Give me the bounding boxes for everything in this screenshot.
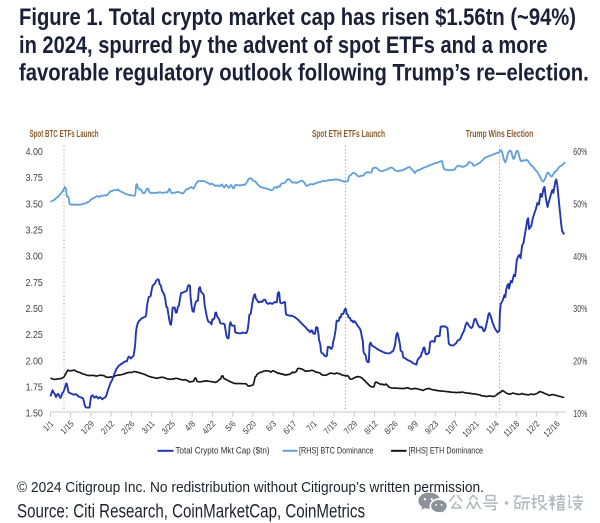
svg-text:2.50: 2.50	[26, 303, 43, 315]
svg-text:3.75: 3.75	[26, 172, 43, 184]
svg-text:5/20: 5/20	[241, 419, 258, 436]
svg-text:12/2: 12/2	[524, 419, 541, 436]
svg-text:10/7: 10/7	[443, 419, 460, 436]
svg-text:3.25: 3.25	[26, 225, 43, 237]
svg-text:7/15: 7/15	[322, 419, 339, 436]
svg-text:[RHS] ETH Dominance: [RHS] ETH Dominance	[409, 446, 484, 456]
svg-text:11/18: 11/18	[502, 419, 522, 439]
svg-text:Figure 1. Total crypto market: Figure 1. Total crypto market cap has ri…	[19, 4, 576, 31]
svg-text:2.75: 2.75	[26, 277, 43, 289]
svg-text:8/12: 8/12	[362, 419, 379, 436]
svg-text:in 2024, spurred by the advent: in 2024, spurred by the advent of spot E…	[19, 32, 548, 59]
svg-text:11/4: 11/4	[484, 419, 501, 436]
svg-text:30%: 30%	[573, 303, 587, 315]
svg-text:[RHS] BTC Dominance: [RHS] BTC Dominance	[299, 446, 374, 456]
svg-text:2.00: 2.00	[26, 355, 43, 367]
svg-text:9/9: 9/9	[406, 419, 421, 434]
svg-text:7/1: 7/1	[305, 419, 320, 434]
svg-text:3.50: 3.50	[26, 198, 43, 210]
svg-text:7/29: 7/29	[342, 419, 359, 436]
svg-text:8/26: 8/26	[383, 419, 400, 436]
svg-text:1/29: 1/29	[79, 419, 96, 436]
svg-text:2/12: 2/12	[99, 419, 116, 436]
svg-text:6/3: 6/3	[264, 419, 279, 434]
svg-text:9/23: 9/23	[423, 419, 440, 436]
svg-text:favorable regulatory outlook f: favorable regulatory outlook following T…	[19, 60, 589, 87]
svg-text:© 2024 Citigroup Inc. No redis: © 2024 Citigroup Inc. No redistribution …	[17, 480, 484, 496]
svg-text:60%: 60%	[573, 146, 587, 158]
svg-text:2.25: 2.25	[26, 329, 43, 341]
svg-text:1/15: 1/15	[59, 419, 76, 436]
svg-text:10/21: 10/21	[461, 419, 481, 439]
svg-text:5/6: 5/6	[224, 419, 239, 434]
svg-text:2/26: 2/26	[119, 419, 136, 436]
svg-text:1/1: 1/1	[41, 419, 56, 434]
svg-text:1.50: 1.50	[26, 408, 43, 420]
svg-text:Spot BTC ETFs Launch: Spot BTC ETFs Launch	[30, 129, 99, 140]
svg-text:4/8: 4/8	[183, 419, 198, 434]
svg-text:3/25: 3/25	[160, 419, 177, 436]
svg-text:12/16: 12/16	[542, 419, 562, 439]
svg-text:Spot ETH ETFs Launch: Spot ETH ETFs Launch	[312, 129, 385, 140]
svg-text:Total Crypto Mkt Cap ($tn): Total Crypto Mkt Cap ($tn)	[176, 446, 270, 456]
svg-text:40%: 40%	[573, 251, 587, 263]
svg-text:3/11: 3/11	[140, 419, 157, 436]
svg-text:1.75: 1.75	[26, 381, 43, 393]
svg-text:Trump Wins Election: Trump Wins Election	[466, 129, 534, 140]
svg-text:10%: 10%	[573, 408, 587, 420]
svg-text:4/22: 4/22	[200, 419, 217, 436]
svg-text:50%: 50%	[573, 199, 587, 211]
svg-text:6/17: 6/17	[281, 419, 298, 436]
svg-text:20%: 20%	[573, 356, 587, 368]
svg-text:4.00: 4.00	[26, 146, 43, 158]
svg-text:Source: Citi Research, CoinMar: Source: Citi Research, CoinMarketCap, Co…	[17, 501, 365, 523]
svg-text:3.00: 3.00	[26, 251, 43, 263]
